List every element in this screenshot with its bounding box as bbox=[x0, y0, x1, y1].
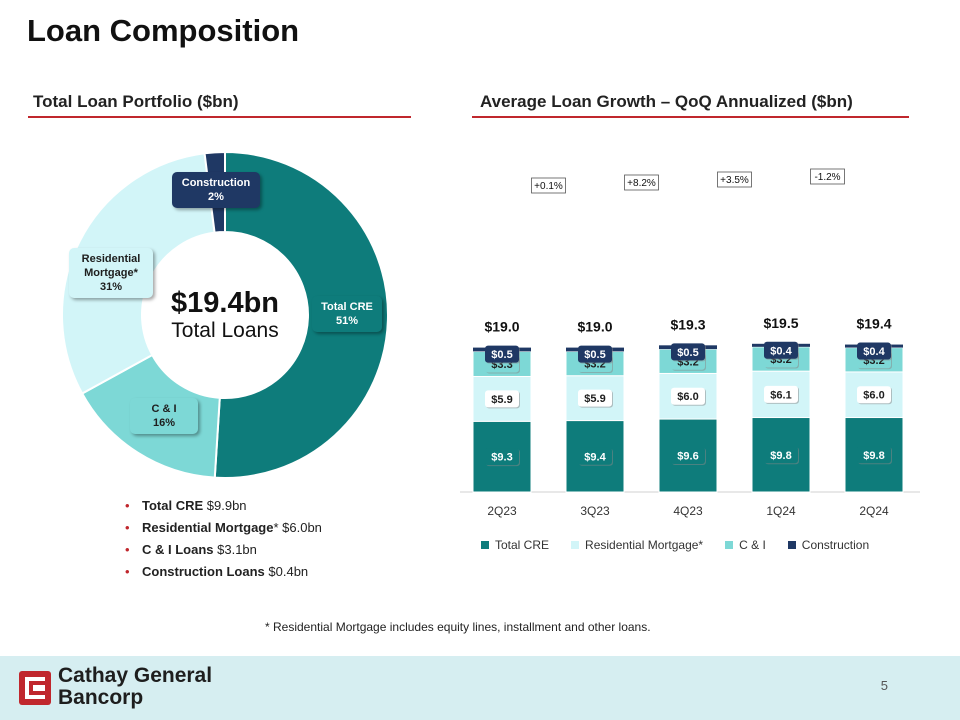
value-label-construction-1q24: $0.4 bbox=[770, 345, 792, 357]
donut-label-construction: Construction 2% bbox=[172, 172, 260, 208]
value-label-total-cre-3q23: $9.4 bbox=[584, 451, 606, 463]
donut-slice-total-cre bbox=[213, 150, 389, 479]
bullet-residential-mortgage: Residential Mortgage* $6.0bn bbox=[125, 518, 322, 540]
growth-label-4: -1.2% bbox=[814, 172, 840, 183]
total-label-4q23: $19.3 bbox=[670, 316, 705, 332]
brand-name-line1: Cathay General bbox=[58, 664, 213, 687]
average-loan-growth-bar-chart: $9.3$5.9$3.3$0.5$19.02Q23$9.4$5.9$3.2$0.… bbox=[460, 168, 920, 518]
legend-item-total-cre: Total CRE bbox=[481, 538, 549, 552]
value-label-box-residential-mortgage-2q24 bbox=[857, 386, 891, 404]
value-label-box-residential-mortgage-4q23 bbox=[671, 387, 705, 405]
category-label-3q23: 3Q23 bbox=[580, 504, 610, 518]
donut-label-percent-construction: 2% bbox=[208, 191, 224, 203]
value-label-residential-mortgage-2q24: $6.0 bbox=[863, 390, 884, 402]
total-label-2q24: $19.4 bbox=[856, 316, 891, 332]
value-label-box-construction-2q24 bbox=[857, 342, 891, 360]
growth-box-3 bbox=[717, 171, 752, 188]
brand-name-line2: Bancorp bbox=[58, 686, 144, 709]
value-label-construction-2q24: $0.4 bbox=[863, 346, 885, 358]
legend-item-c-and-i: C & I bbox=[725, 538, 766, 552]
page-title: Loan Composition bbox=[27, 13, 300, 48]
value-label-box-total-cre-4q23 bbox=[671, 447, 705, 465]
total-label-1q24: $19.5 bbox=[763, 315, 798, 331]
value-label-box-construction-4q23 bbox=[671, 343, 705, 361]
value-label-residential-mortgage-2q23: $5.9 bbox=[491, 394, 512, 406]
value-label-box-total-cre-1q24 bbox=[764, 446, 798, 464]
total-loans-value: $19.4bn bbox=[171, 287, 279, 319]
value-label-box-residential-mortgage-2q23 bbox=[485, 390, 519, 408]
category-label-2q23: 2Q23 bbox=[487, 504, 517, 518]
left-section-heading: Total Loan Portfolio ($bn) bbox=[33, 92, 239, 111]
value-label-residential-mortgage-1q24: $6.1 bbox=[770, 389, 791, 401]
category-label-1q24: 1Q24 bbox=[766, 504, 796, 518]
donut-label-c-i: C & I 16% bbox=[130, 398, 198, 434]
growth-box-1 bbox=[531, 177, 566, 194]
bullet-total-cre: Total CRE $9.9bn bbox=[125, 496, 322, 518]
growth-label-1: +0.1% bbox=[534, 181, 563, 192]
value-label-construction-3q23: $0.5 bbox=[584, 349, 605, 361]
bar-residential-mortgage-1q24 bbox=[751, 370, 811, 419]
bullet-c-and-i: C & I Loans $3.1bn bbox=[125, 540, 322, 562]
value-label-residential-mortgage-4q23: $6.0 bbox=[677, 391, 698, 403]
bar-chart-legend: Total CRE Residential Mortgage* C & I Co… bbox=[481, 538, 869, 552]
value-label-box-construction-3q23 bbox=[578, 345, 612, 363]
donut-label-text-construction: Construction bbox=[181, 177, 251, 189]
value-label-total-cre-1q24: $9.8 bbox=[770, 450, 791, 462]
growth-box-2 bbox=[624, 174, 659, 191]
legend-label-construction: Construction bbox=[801, 538, 870, 552]
value-label-box-total-cre-2q23 bbox=[485, 448, 519, 466]
legend-label-total-cre: Total CRE bbox=[495, 538, 550, 552]
portfolio-bullet-list: Total CRE $9.9bn Residential Mortgage* $… bbox=[125, 496, 322, 584]
right-section-heading: Average Loan Growth – QoQ Annualized ($b… bbox=[480, 92, 853, 111]
value-label-construction-4q23: $0.5 bbox=[677, 347, 698, 359]
donut-label-text2-residential-mortgage: Mortgage* bbox=[84, 267, 138, 279]
left-section-rule bbox=[28, 116, 411, 118]
value-label-total-cre-2q24: $9.8 bbox=[863, 450, 884, 462]
growth-label-3: +3.5% bbox=[720, 175, 749, 186]
bullet-construction: Construction Loans $0.4bn bbox=[125, 562, 322, 584]
footnote: * Residential Mortgage includes equity l… bbox=[265, 620, 651, 634]
category-label-2q24: 2Q24 bbox=[859, 504, 889, 518]
total-loans-label: Total Loans bbox=[171, 319, 279, 342]
donut-label-residential-mortgage: Residential Mortgage* 31% bbox=[69, 248, 153, 298]
category-label-4q23: 4Q23 bbox=[673, 504, 703, 518]
brand-name: Cathay General Bancorp bbox=[58, 665, 212, 709]
legend-swatch-c-and-i bbox=[725, 541, 734, 549]
value-label-box-residential-mortgage-3q23 bbox=[578, 389, 612, 407]
donut-label-text-residential-mortgage: Residential bbox=[81, 253, 141, 265]
legend-item-residential-mortgage: Residential Mortgage* bbox=[571, 538, 703, 552]
value-label-residential-mortgage-3q23: $5.9 bbox=[584, 393, 605, 405]
value-label-box-total-cre-2q24 bbox=[857, 446, 891, 464]
donut-center-total: $19.4bn Total Loans bbox=[150, 287, 300, 343]
value-label-box-construction-2q23 bbox=[485, 345, 519, 363]
donut-label-text-c-i: C & I bbox=[151, 403, 177, 415]
legend-swatch-total-cre bbox=[481, 541, 489, 549]
legend-label-residential-mortgage: Residential Mortgage* bbox=[585, 538, 704, 552]
legend-label-c-and-i: C & I bbox=[739, 538, 766, 552]
legend-swatch-construction bbox=[787, 541, 796, 549]
right-section-rule bbox=[472, 116, 909, 118]
total-label-3q23: $19.0 bbox=[577, 319, 612, 335]
cathay-logo-icon bbox=[19, 671, 51, 705]
growth-box-4 bbox=[810, 168, 845, 185]
growth-label-2: +8.2% bbox=[627, 178, 656, 189]
donut-label-total-cre: Total CRE 51% bbox=[312, 296, 382, 332]
value-label-total-cre-2q23: $9.3 bbox=[491, 452, 512, 464]
donut-label-percent-residential-mortgage: 31% bbox=[99, 281, 123, 293]
page-number: 5 bbox=[880, 678, 888, 693]
donut-label-percent-total-cre: 51% bbox=[335, 315, 359, 327]
value-label-box-construction-1q24 bbox=[764, 341, 798, 359]
legend-item-construction: Construction bbox=[787, 538, 870, 552]
legend-swatch-residential-mortgage bbox=[571, 541, 580, 549]
footer-bar: Cathay General Bancorp 5 bbox=[0, 656, 960, 720]
total-label-2q23: $19.0 bbox=[484, 319, 519, 335]
value-label-total-cre-4q23: $9.6 bbox=[677, 451, 698, 463]
donut-label-percent-c-i: 16% bbox=[152, 417, 176, 429]
value-label-box-residential-mortgage-1q24 bbox=[764, 385, 798, 403]
value-label-box-total-cre-3q23 bbox=[578, 447, 612, 465]
donut-label-text-total-cre: Total CRE bbox=[321, 301, 373, 313]
value-label-construction-2q23: $0.5 bbox=[491, 349, 512, 361]
